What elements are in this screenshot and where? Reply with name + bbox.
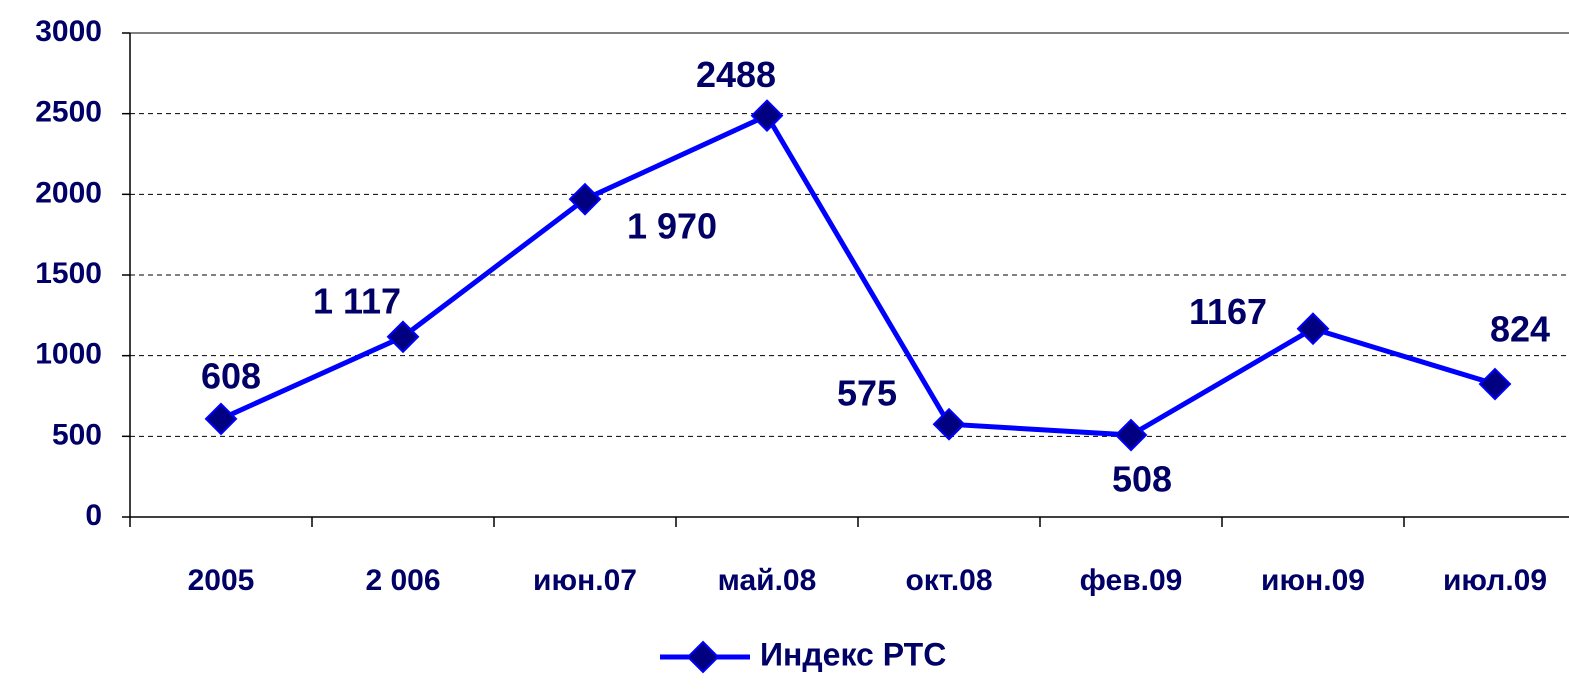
- data-label: 1167: [1189, 291, 1267, 332]
- y-tick-label: 2000: [35, 176, 102, 209]
- y-tick-label: 3000: [35, 15, 102, 48]
- data-label: 824: [1490, 309, 1550, 350]
- y-tick-label: 2500: [35, 96, 102, 129]
- x-tick-label: 2005: [188, 564, 255, 597]
- data-label: 2488: [696, 54, 776, 95]
- marker: [1478, 367, 1512, 401]
- x-tick-label: июн.09: [1261, 564, 1365, 597]
- legend-marker: [686, 640, 720, 674]
- data-label: 508: [1112, 459, 1172, 500]
- series-line: [219, 112, 1496, 438]
- y-tick-label: 500: [52, 418, 102, 451]
- y-tick-label: 1500: [35, 257, 102, 290]
- x-tick-label: июл.09: [1443, 564, 1547, 597]
- marker: [568, 182, 602, 216]
- data-label: 1 117: [313, 280, 401, 321]
- x-tick-label: 2 006: [365, 564, 440, 597]
- data-label: 608: [201, 355, 261, 396]
- x-tick-label: фев.09: [1080, 564, 1183, 597]
- x-tick-label: окт.08: [905, 564, 992, 597]
- marker: [932, 407, 966, 441]
- marker: [750, 99, 784, 133]
- legend-label: Индекс РТС: [760, 636, 946, 672]
- x-tick-label: май.08: [718, 564, 817, 597]
- marker: [1296, 312, 1330, 346]
- x-tick-label: июн.07: [533, 564, 637, 597]
- y-tick-label: 1000: [35, 338, 102, 371]
- data-label: 575: [837, 373, 897, 414]
- data-label: 1 970: [627, 206, 717, 247]
- y-tick-label: 0: [85, 499, 102, 532]
- marker: [1114, 418, 1148, 452]
- marker: [204, 402, 238, 436]
- marker: [386, 320, 420, 354]
